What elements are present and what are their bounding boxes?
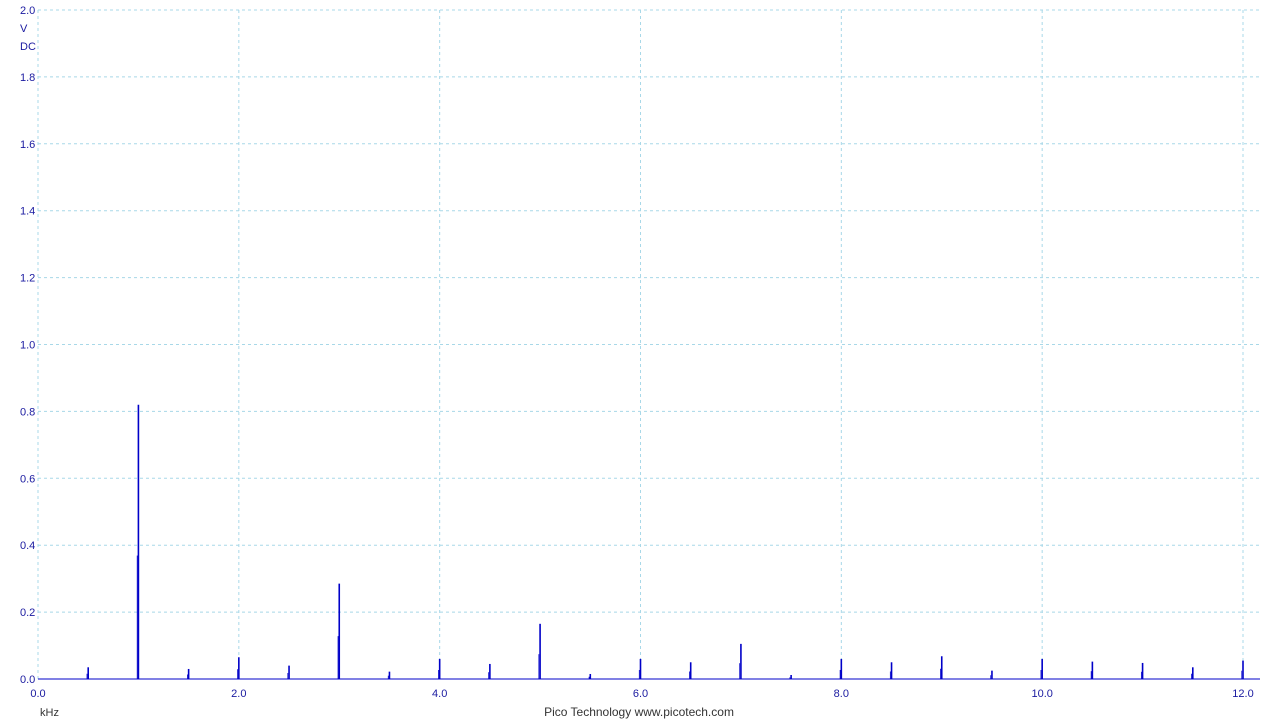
y-tick-label: 2.0 — [20, 5, 35, 17]
y-tick-label: 1.0 — [20, 340, 35, 352]
y-tick-label: 0.8 — [20, 406, 35, 418]
x-tick-label: 4.0 — [432, 688, 447, 700]
y-coupling-label: DC — [20, 41, 36, 53]
x-tick-label: 10.0 — [1031, 688, 1052, 700]
y-tick-label: 0.4 — [20, 540, 35, 552]
y-tick-label: 1.6 — [20, 139, 35, 151]
y-tick-label: 1.8 — [20, 72, 35, 84]
y-unit-label: V — [20, 23, 28, 35]
y-tick-label: 1.2 — [20, 273, 35, 285]
x-tick-label: 2.0 — [231, 688, 246, 700]
x-tick-label: 12.0 — [1232, 688, 1253, 700]
x-tick-label: 8.0 — [834, 688, 849, 700]
x-tick-label: 0.0 — [30, 688, 45, 700]
x-unit-label: kHz — [40, 707, 59, 719]
y-tick-label: 0.0 — [20, 674, 35, 686]
footer-credit: Pico Technology www.picotech.com — [544, 705, 734, 719]
y-tick-label: 0.6 — [20, 473, 35, 485]
y-tick-label: 1.4 — [20, 206, 35, 218]
x-tick-label: 6.0 — [633, 688, 648, 700]
y-tick-label: 0.2 — [20, 607, 35, 619]
